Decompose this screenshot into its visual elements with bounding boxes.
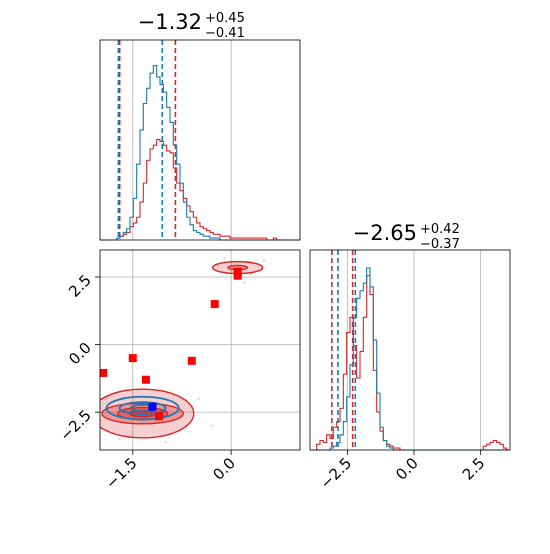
joint-sample-dot [210, 424, 213, 427]
hist1-frame [99, 39, 301, 241]
joint-marker-square [233, 267, 242, 276]
joint-sample-dot [105, 397, 108, 400]
joint-sample-dot [216, 265, 220, 268]
joint-marker-square [210, 300, 219, 309]
histogram-param-1 [99, 39, 301, 241]
y-tick-label-2.5: 2.5 [65, 271, 95, 301]
joint-sample-dot [262, 259, 266, 263]
joint-marker-square [233, 271, 242, 280]
joint-marker-square [128, 354, 137, 363]
joint-marker-square [187, 356, 196, 365]
x2-tick-label-0.0: 0.0 [392, 454, 422, 484]
y-tick-label-minus-2.5: −2.5 [56, 406, 94, 444]
x1-tick-label-minus-1.5: −1.5 [102, 454, 140, 492]
title-1-sup: +0.45 [205, 11, 245, 26]
x2-tick-label-minus-2.5: −2.5 [317, 454, 355, 492]
joint-contour-blue-1-1 [118, 401, 167, 415]
hist1-bg [100, 40, 300, 240]
title-1-sub: −0.41 [205, 26, 245, 41]
title-2-sub: −0.37 [420, 237, 460, 252]
x1-tick-label-0.0: 0.0 [209, 454, 239, 484]
hist2-frame [309, 249, 511, 451]
title-1-main: −1.32 [138, 10, 202, 34]
joint-marker-square [155, 412, 164, 421]
joint-sample-dot [249, 273, 253, 276]
joint-sample-dot [223, 256, 226, 260]
joint-sample-dot [164, 440, 167, 444]
joint-inner [92, 256, 266, 444]
joint-contour-blue-1-2 [105, 395, 180, 421]
y-tick-label-0.0: 0.0 [65, 339, 95, 369]
title-2-main: −2.65 [353, 221, 417, 245]
joint-marker-square [100, 368, 108, 377]
title-param-1: −1.32 +0.45 −0.41 [138, 10, 245, 41]
title-param-2: −2.65 +0.42 −0.37 [353, 221, 460, 252]
joint-true-point [148, 402, 157, 411]
histogram-param-2 [309, 249, 511, 455]
title-2-sup: +0.42 [420, 222, 460, 237]
x2-tick-label-2.5: 2.5 [459, 454, 489, 484]
joint-sample-dot [92, 430, 94, 432]
joint-sample-dot [243, 281, 246, 284]
hist2-bg [310, 250, 510, 450]
joint-sample-dot [197, 397, 200, 400]
joint-frame [99, 249, 301, 451]
joint-density-panel [92, 249, 301, 455]
joint-sample-dot [118, 437, 121, 441]
joint-marker-square [141, 375, 150, 384]
